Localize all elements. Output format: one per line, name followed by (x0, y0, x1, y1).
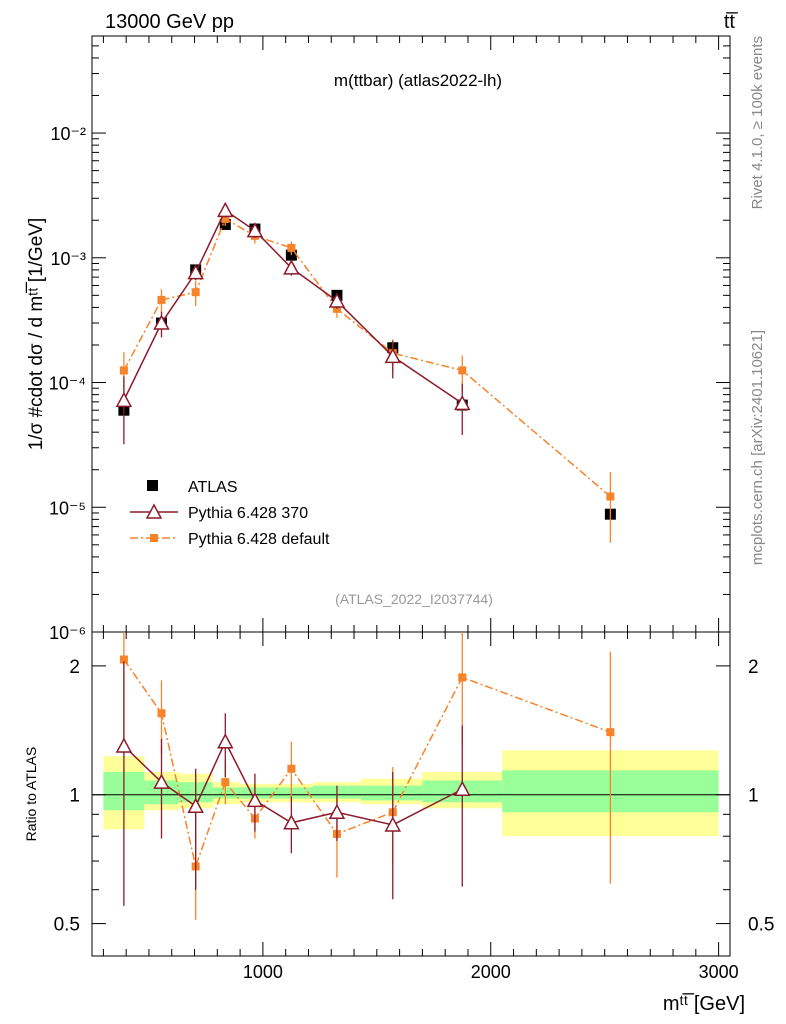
ratio-ticks: 0.5 0.5 1 1 2 2 1000 2000 3000 (54, 632, 774, 982)
ratio-pythia-default-point (287, 764, 296, 773)
pythia-default-point (221, 214, 230, 223)
pythia370-point (153, 314, 170, 330)
pythia-default-point (287, 243, 296, 252)
main-ytick-label: 10⁻² (50, 124, 86, 144)
ratio-pythia370-point (246, 791, 264, 808)
legend-marker-pythia-default (150, 534, 158, 542)
ratio-pythia370-point (187, 797, 204, 813)
ratio-pythia-default-point (221, 778, 230, 787)
ratio-xtick-label: 3000 (699, 962, 739, 982)
legend: ATLAS Pythia 6.428 370 Pythia 6.428 defa… (130, 479, 330, 548)
x-axis-label: mᵗᵗ̅ [GeV] (663, 992, 745, 1015)
ratio-ytick-label-right: 1 (748, 786, 759, 807)
mcplots-label: mcplots.cern.ch [arXiv:2401.10621] (749, 330, 766, 565)
pythia370-point (187, 264, 204, 280)
analysis-watermark: (ATLAS_2022_I2037744) (335, 591, 493, 607)
ratio-pythia370-point (283, 814, 300, 830)
legend-marker-atlas (147, 480, 158, 491)
pythia370-point (384, 347, 402, 364)
ratio-ytick-label: 0.5 (54, 915, 80, 936)
ratio-pythia-default-line (123, 659, 611, 870)
ratio-pythia370-point (454, 780, 471, 796)
ratio-xtick-label: 2000 (471, 962, 511, 982)
ratio-band-green (212, 787, 241, 799)
main-ylabel: 1/σ #cdot dσ / d mᵗᵗ̅ [1/GeV] (26, 218, 47, 450)
pythia370-point (115, 391, 133, 408)
ratio-pythia-default-point (606, 728, 615, 737)
ratio-pythia-default-point (119, 655, 128, 664)
ratio-ytick-label-right: 2 (748, 657, 759, 678)
main-ytick-label: 10⁻⁴ (49, 374, 86, 394)
pythia-default-point (191, 288, 200, 297)
main-title: m(ttbar) (atlas2022-lh) (334, 71, 502, 90)
ratio-band-green (360, 785, 423, 801)
pythia370-point (283, 259, 300, 275)
pythia370-point (246, 222, 264, 238)
rivet-label: Rivet 4.1.0, ≥ 100k events (749, 36, 766, 209)
ratio-pythia370-point (384, 816, 402, 832)
legend-label-pythia-default: Pythia 6.428 default (188, 531, 330, 548)
main-panel: m(ttbar) (atlas2022-lh) (ATLAS_2022_I203… (26, 35, 731, 643)
pythia370-point (328, 292, 346, 308)
ratio-pythia370-point (153, 773, 170, 789)
pythia370-point (217, 201, 234, 218)
ratio-ytick-label-right: 0.5 (748, 915, 774, 936)
ratio-series (115, 632, 615, 920)
pythia370-point (454, 394, 471, 411)
pythia-default-point (157, 295, 166, 304)
ratio-pythia-default-point (458, 673, 467, 682)
ratio-pythia370-point (115, 737, 133, 753)
pythia-default-point (119, 366, 128, 375)
ratio-ylabel: Ratio to ATLAS (23, 747, 39, 842)
main-series (115, 201, 616, 543)
ratio-frame (91, 631, 731, 957)
legend-marker-pythia370 (145, 503, 163, 519)
legend-label-pythia370: Pythia 6.428 370 (188, 505, 308, 522)
ratio-pythia370-point (217, 733, 234, 749)
header-right: tt̅ (724, 11, 738, 33)
ratio-pythia370-point (328, 803, 346, 820)
pythia-default-point (458, 366, 467, 375)
legend-label-atlas: ATLAS (188, 479, 238, 496)
ratio-ytick-label: 1 (69, 786, 80, 807)
ratio-pythia-default-point (157, 709, 166, 718)
main-ytick-label: 10⁻⁵ (49, 498, 86, 518)
pythia-default-line (123, 217, 611, 498)
pythia-default-point (606, 492, 615, 501)
main-ytick-label: 10⁻³ (50, 249, 86, 269)
ratio-ytick-label: 2 (69, 657, 80, 678)
header-left: 13000 GeV pp (105, 11, 234, 33)
ratio-panel: Ratio to ATLAS mᵗᵗ̅ [GeV] 0.5 0.5 1 1 2 2 1000… (23, 631, 774, 1015)
ratio-xtick-label: 1000 (243, 962, 283, 982)
main-ytick-label: 10⁻⁶ (49, 623, 86, 643)
